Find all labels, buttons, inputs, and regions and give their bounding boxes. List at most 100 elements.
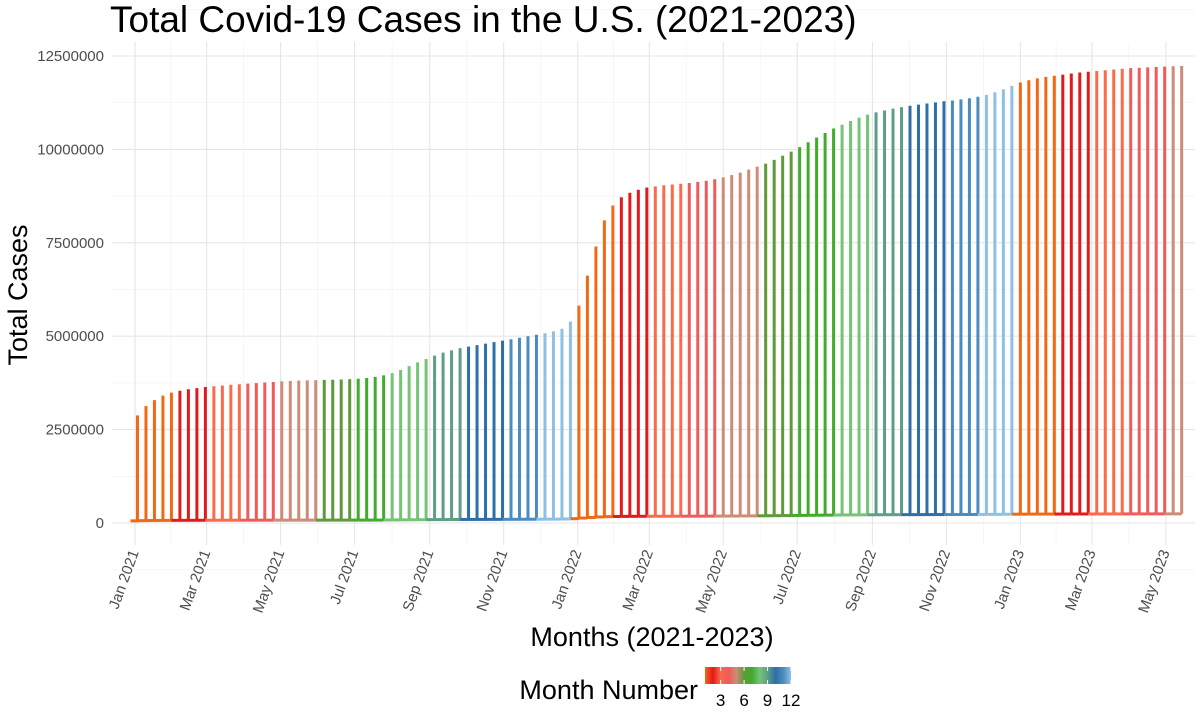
data-bar bbox=[638, 187, 649, 518]
y-tick-label: 5000000 bbox=[46, 328, 104, 345]
data-bar bbox=[1054, 74, 1065, 516]
data-bar bbox=[1130, 67, 1141, 516]
legend-ticks: 3 6 9 12 bbox=[716, 667, 801, 710]
data-bar bbox=[663, 184, 674, 518]
data-bar bbox=[196, 387, 207, 522]
data-bar bbox=[1088, 70, 1099, 516]
data-bar bbox=[629, 189, 640, 518]
data-bar bbox=[332, 379, 343, 522]
data-bar bbox=[901, 105, 912, 517]
data-bar bbox=[816, 132, 827, 517]
data-bar bbox=[383, 373, 394, 522]
y-tick-label: 10000000 bbox=[37, 141, 104, 158]
data-bar bbox=[935, 101, 946, 517]
x-tick-label: Jul 2022 bbox=[770, 548, 805, 607]
data-bars bbox=[130, 66, 1184, 523]
data-bar bbox=[561, 321, 572, 521]
y-axis-title: Total Cases bbox=[3, 224, 33, 365]
data-bar bbox=[544, 331, 555, 521]
y-tick-label: 12500000 bbox=[37, 48, 104, 65]
y-tick-label: 0 bbox=[96, 515, 104, 532]
data-bar bbox=[825, 128, 836, 517]
data-bar bbox=[782, 151, 793, 518]
data-bar bbox=[570, 305, 581, 521]
data-bar bbox=[833, 124, 844, 517]
data-bar bbox=[1020, 80, 1031, 516]
data-bar bbox=[1113, 68, 1124, 516]
data-bar bbox=[247, 383, 258, 522]
x-axis-ticks: Jan 2021 Mar 2021 May 2021 Jul 2021 Sep 2021… bbox=[106, 548, 1174, 616]
data-bar bbox=[1003, 85, 1014, 516]
data-bar bbox=[655, 185, 666, 518]
x-tick-label: Jan 2023 bbox=[991, 548, 1028, 612]
legend-tick-label: 3 bbox=[716, 691, 725, 710]
x-axis-title: Months (2021-2023) bbox=[530, 622, 773, 652]
y-tick-label: 2500000 bbox=[46, 422, 104, 439]
data-bar bbox=[426, 355, 437, 522]
data-bar bbox=[179, 389, 190, 522]
data-bar bbox=[485, 342, 496, 521]
data-bar bbox=[876, 110, 887, 517]
data-bar bbox=[409, 362, 420, 522]
data-bar bbox=[893, 107, 904, 517]
data-bar bbox=[680, 183, 691, 518]
x-tick-label: Sep 2021 bbox=[400, 548, 438, 614]
x-tick-label: Mar 2021 bbox=[177, 548, 215, 613]
data-bar bbox=[1164, 66, 1175, 516]
y-tick-label: 7500000 bbox=[46, 235, 104, 252]
data-bar bbox=[222, 384, 233, 522]
data-bar bbox=[867, 112, 878, 517]
data-bar bbox=[1173, 66, 1184, 516]
data-bar bbox=[137, 406, 148, 523]
data-bar bbox=[511, 337, 521, 521]
data-bar bbox=[519, 336, 530, 521]
data-bar bbox=[799, 142, 810, 517]
data-bar bbox=[213, 385, 224, 522]
data-bar bbox=[1147, 67, 1158, 516]
data-bar bbox=[1062, 73, 1073, 516]
data-bar bbox=[171, 390, 182, 522]
data-bar bbox=[884, 108, 895, 517]
data-bar bbox=[460, 346, 471, 521]
data-bar bbox=[621, 192, 632, 518]
data-bar bbox=[1105, 69, 1116, 516]
data-bar bbox=[1028, 78, 1039, 516]
data-bar bbox=[230, 384, 241, 522]
data-bar bbox=[298, 380, 309, 522]
data-bar bbox=[595, 220, 606, 519]
data-bar bbox=[307, 380, 318, 522]
data-bar bbox=[926, 102, 937, 517]
data-bar bbox=[723, 175, 734, 518]
x-tick-label: Nov 2022 bbox=[916, 548, 954, 614]
legend-tick-label: 12 bbox=[782, 691, 801, 710]
data-bar bbox=[587, 246, 598, 519]
data-bar bbox=[417, 358, 428, 522]
chart-title: Total Covid-19 Cases in the U.S. (2021-2… bbox=[110, 0, 857, 40]
data-bar bbox=[239, 383, 250, 522]
data-bar bbox=[697, 180, 708, 518]
data-bar bbox=[443, 350, 454, 522]
data-bar bbox=[1071, 72, 1082, 516]
data-bar bbox=[943, 100, 954, 517]
data-bar bbox=[986, 92, 997, 516]
x-tick-label: Mar 2022 bbox=[619, 548, 657, 613]
data-bar bbox=[400, 366, 411, 522]
data-bar bbox=[264, 381, 275, 522]
data-bar bbox=[969, 96, 980, 516]
data-bar bbox=[757, 163, 768, 518]
x-tick-label: Jul 2021 bbox=[327, 548, 362, 607]
data-bar bbox=[952, 99, 963, 517]
data-bar bbox=[1045, 75, 1056, 516]
data-bar bbox=[154, 395, 165, 522]
x-tick-label: May 2021 bbox=[250, 548, 289, 616]
data-bar bbox=[765, 159, 776, 518]
data-bar bbox=[1011, 82, 1022, 516]
data-bar bbox=[536, 333, 547, 521]
data-bar bbox=[130, 415, 139, 523]
data-bar bbox=[1156, 66, 1167, 516]
data-bar bbox=[468, 345, 479, 521]
data-bar bbox=[392, 369, 403, 522]
data-bar bbox=[850, 117, 861, 517]
data-bar bbox=[714, 177, 725, 518]
data-bar bbox=[808, 137, 819, 517]
